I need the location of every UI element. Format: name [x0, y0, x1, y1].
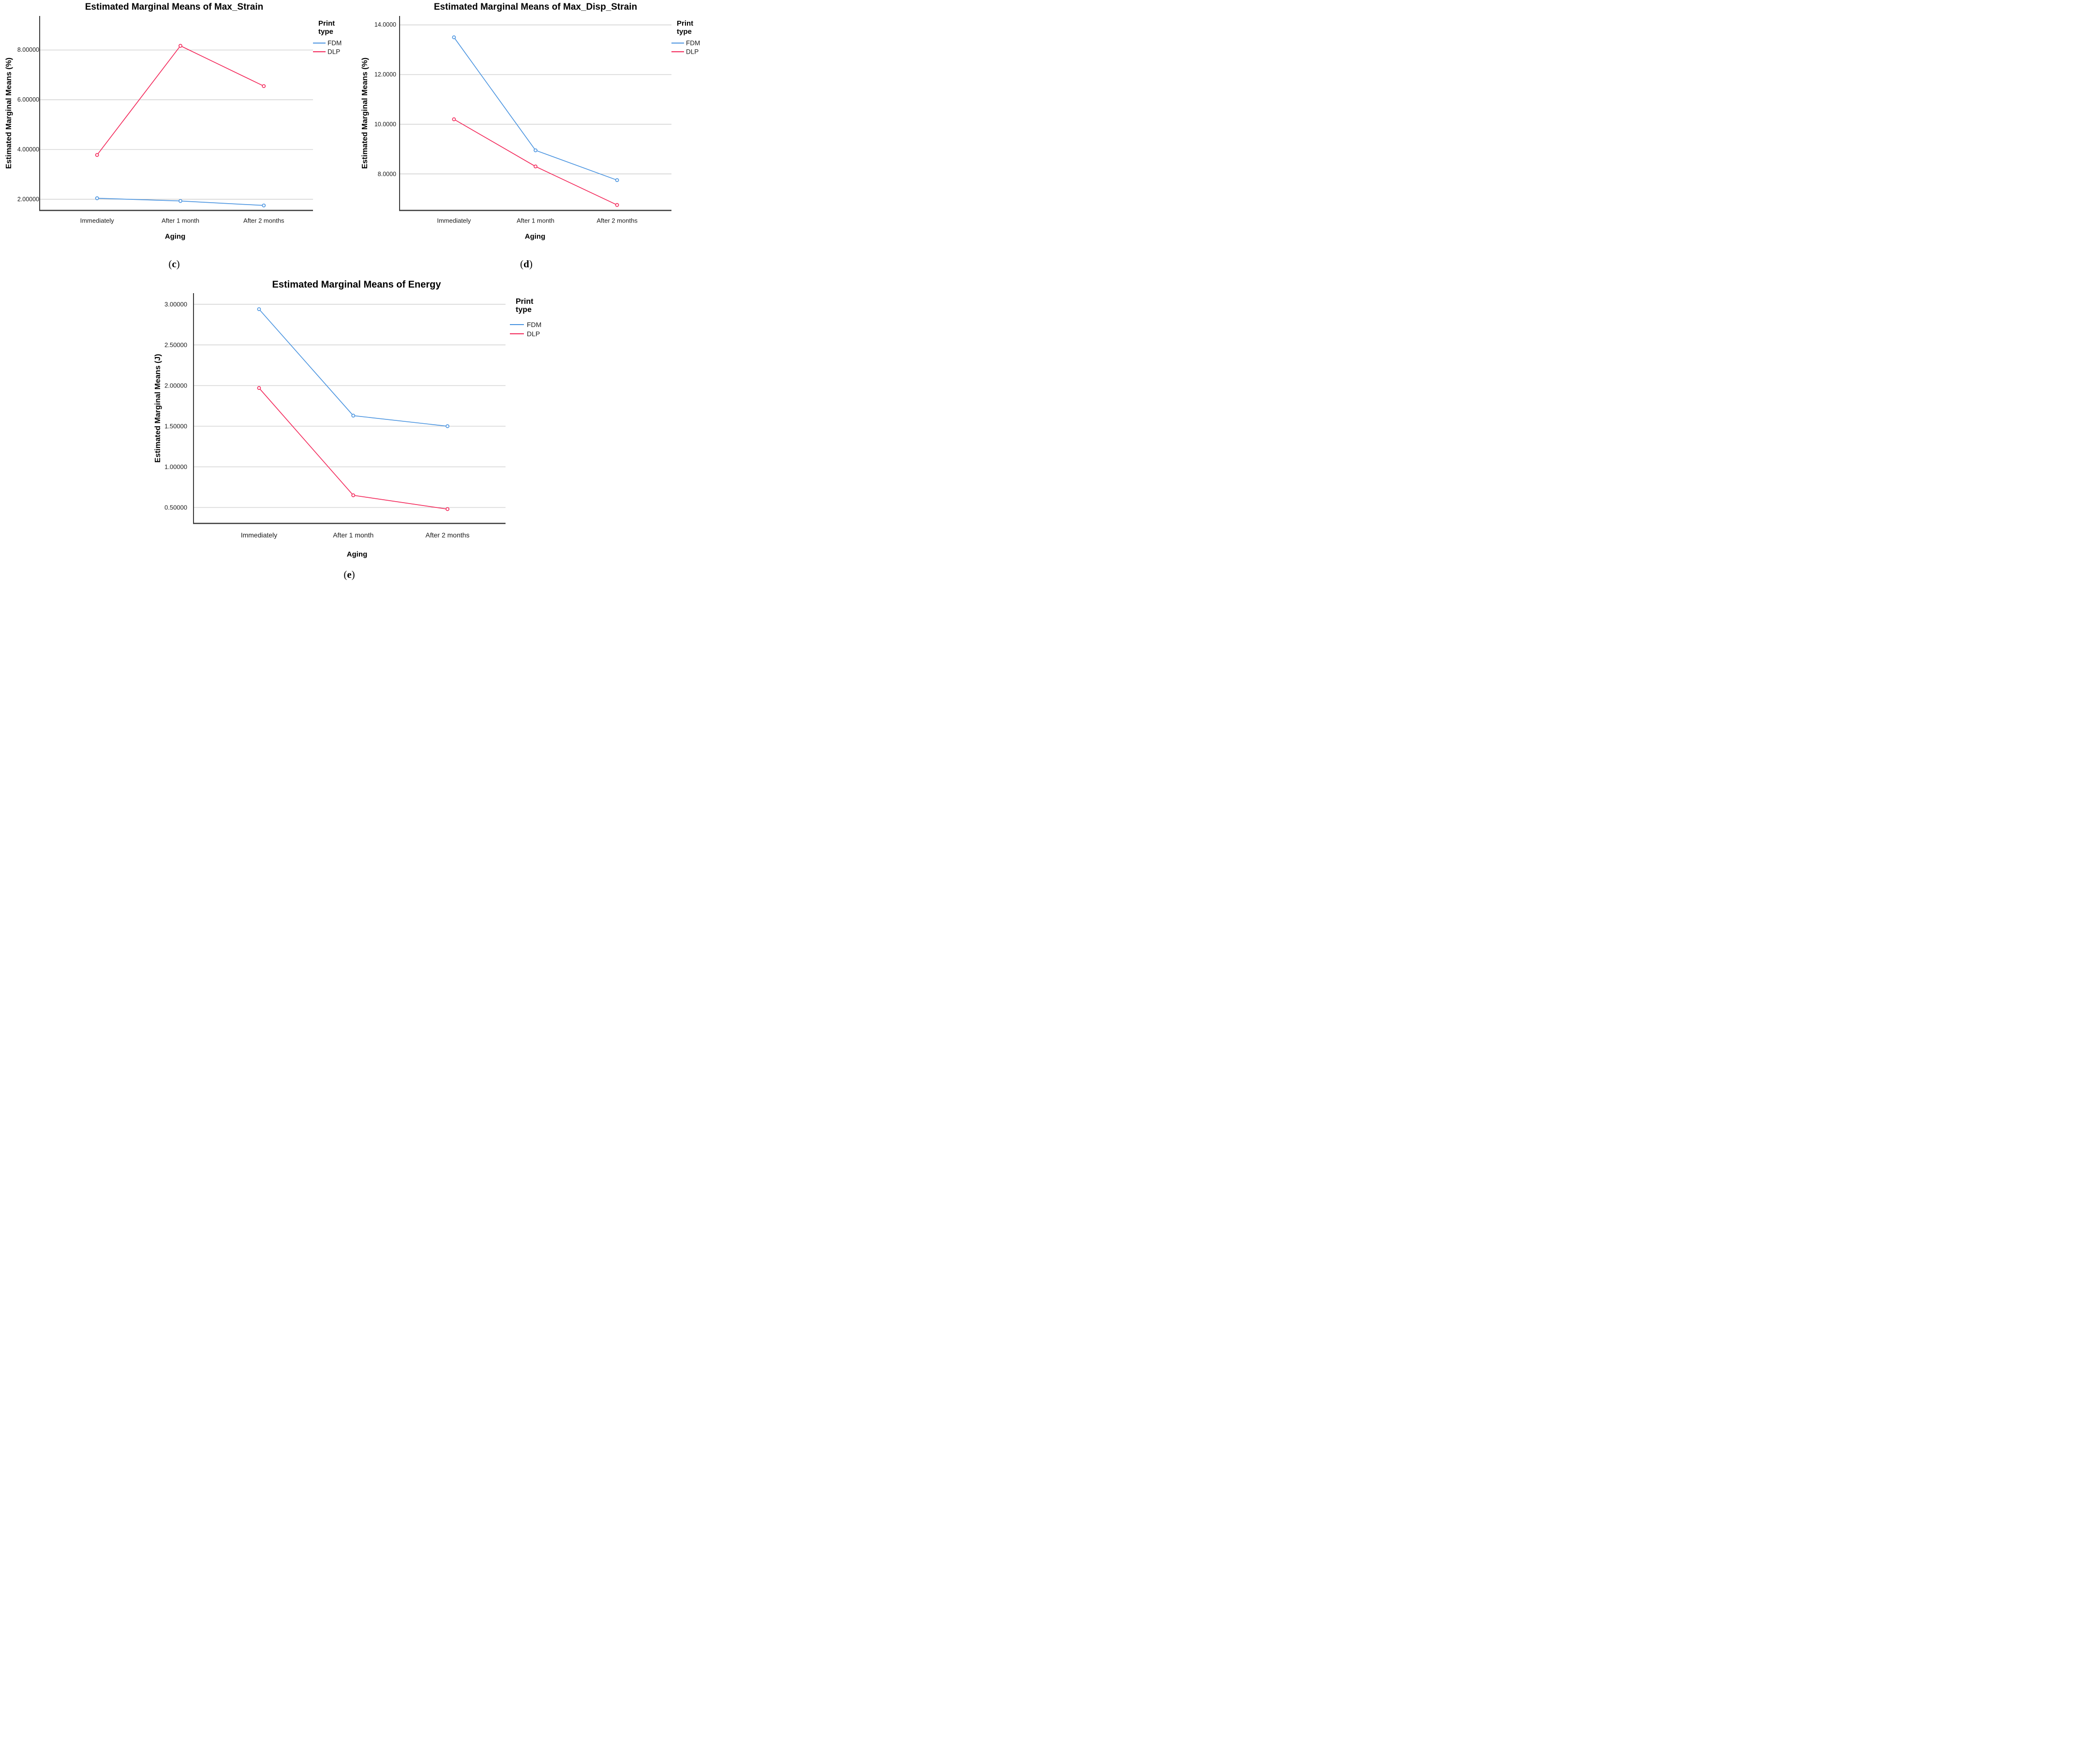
- y-tick-label: 8.0000: [377, 170, 396, 178]
- series-line-dlp: [258, 387, 448, 510]
- legend-line-sample-dlp: [313, 51, 326, 52]
- caption-paren: (: [520, 258, 524, 270]
- subfigure-caption-e: (e): [343, 569, 355, 581]
- data-point-fdm: [446, 424, 449, 428]
- subfigure-caption-d: (d): [520, 258, 533, 270]
- caption-paren: (: [343, 568, 347, 580]
- legend-title-line: Print: [516, 298, 534, 306]
- data-point-dlp: [615, 203, 619, 207]
- data-point-dlp: [446, 507, 449, 511]
- x-tick-label: After 2 months: [243, 217, 284, 224]
- data-point-dlp: [452, 117, 456, 121]
- legend-title: Print type: [516, 298, 533, 314]
- legend-title-line: type: [318, 28, 333, 36]
- x-tick-label: After 1 month: [333, 531, 374, 539]
- data-point-dlp: [534, 164, 537, 169]
- caption-letter: d: [523, 258, 529, 270]
- data-point-dlp: [179, 44, 182, 48]
- y-tick-label: 12.0000: [374, 71, 396, 78]
- caption-paren: (: [168, 258, 172, 270]
- legend-title: Print type: [677, 19, 693, 36]
- legend-label-fdm: FDM: [328, 39, 342, 47]
- charts-canvas: [39, 16, 671, 524]
- data-point-dlp: [262, 84, 266, 88]
- y-tick-label: 10.0000: [374, 120, 396, 128]
- data-point-fdm: [452, 35, 456, 40]
- x-axis-title: Aging: [346, 550, 368, 559]
- subfigure-caption-c: (c): [168, 258, 179, 270]
- caption-paren: ): [176, 258, 180, 270]
- data-point-fdm: [262, 203, 266, 208]
- y-tick-label: 2.50000: [164, 341, 187, 349]
- legend-title-line: Print: [318, 19, 335, 28]
- legend-label-dlp: DLP: [527, 330, 540, 338]
- legend-line-sample-dlp: [510, 333, 524, 334]
- x-tick-label: Immediately: [80, 217, 114, 224]
- y-tick-label: 8.00000: [17, 46, 39, 54]
- chart-title-energy: Estimated Marginal Means of Energy: [272, 279, 441, 290]
- legend-line-sample-fdm: [510, 324, 524, 325]
- legend-line-sample-fdm: [671, 43, 684, 44]
- legend-label-dlp: DLP: [686, 48, 699, 56]
- y-tick-label: 3.00000: [164, 300, 187, 308]
- y-tick-label: 6.00000: [17, 96, 39, 104]
- series-line-fdm: [453, 37, 617, 181]
- data-point-dlp: [95, 153, 99, 157]
- y-tick-label: 14.0000: [374, 21, 396, 29]
- data-point-fdm: [257, 307, 261, 311]
- legend-title-line: type: [516, 306, 532, 314]
- legend-line-sample-fdm: [313, 43, 326, 44]
- data-point-fdm: [95, 196, 99, 200]
- x-axis-title: Aging: [164, 232, 186, 241]
- x-tick-label: After 2 months: [596, 217, 638, 224]
- x-axis-title: Aging: [524, 232, 546, 241]
- chart-title-max-disp-strain: Estimated Marginal Means of Max_Disp_Str…: [433, 2, 638, 12]
- caption-letter: c: [172, 258, 177, 270]
- figure-panel: Estimated Marginal Means of Max_Strain E…: [0, 0, 700, 585]
- data-point-dlp: [257, 386, 261, 390]
- chart-title-max-strain: Estimated Marginal Means of Max_Strain: [85, 2, 264, 12]
- data-point-fdm: [615, 178, 619, 182]
- x-tick-label: Immediately: [240, 531, 278, 539]
- y-tick-label: 2.00000: [17, 195, 39, 203]
- data-point-fdm: [534, 148, 537, 152]
- y-tick-label: 1.00000: [164, 463, 187, 471]
- y-tick-label: 2.00000: [164, 382, 187, 389]
- series-line-fdm: [258, 309, 448, 427]
- caption-letter: e: [347, 568, 352, 580]
- legend-label-fdm: FDM: [527, 321, 542, 328]
- caption-paren: ): [351, 568, 355, 580]
- y-tick-label: 0.50000: [164, 504, 187, 511]
- legend-line-sample-dlp: [671, 51, 684, 52]
- legend-label-dlp: DLP: [328, 48, 341, 56]
- data-point-fdm: [179, 199, 182, 203]
- x-tick-label: After 1 month: [516, 217, 555, 224]
- y-tick-label: 4.00000: [17, 146, 39, 153]
- x-tick-label: After 2 months: [425, 531, 470, 539]
- legend-title-line: Print: [677, 19, 694, 28]
- x-tick-label: Immediately: [437, 217, 471, 224]
- y-axis-title: Estimated Marginal Means (J): [154, 354, 162, 463]
- caption-paren: ): [529, 258, 533, 270]
- x-tick-label: After 1 month: [161, 217, 199, 224]
- series-line-dlp: [453, 119, 617, 206]
- legend-title: Print type: [318, 19, 335, 36]
- y-tick-label: 1.50000: [164, 422, 187, 430]
- series-line-dlp: [97, 45, 264, 155]
- data-point-fdm: [351, 414, 356, 418]
- legend-title-line: type: [677, 28, 692, 36]
- data-point-dlp: [351, 493, 356, 497]
- legend-label-fdm: FDM: [686, 39, 700, 47]
